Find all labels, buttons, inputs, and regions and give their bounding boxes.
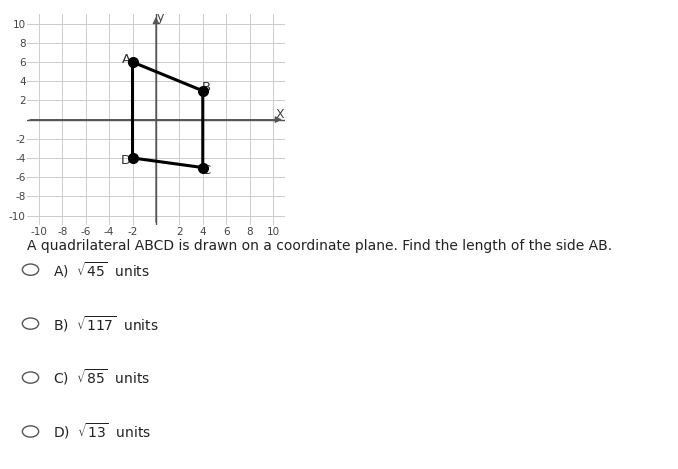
Text: C: C <box>201 164 211 177</box>
Text: A: A <box>122 53 132 66</box>
Text: D)  $\sqrt{13}$  units: D) $\sqrt{13}$ units <box>53 422 151 441</box>
Text: D: D <box>121 154 131 167</box>
Text: A quadrilateral ABCD is drawn on a coordinate plane. Find the length of the side: A quadrilateral ABCD is drawn on a coord… <box>27 239 612 253</box>
Text: A)  $\sqrt{45}$  units: A) $\sqrt{45}$ units <box>53 260 150 280</box>
Text: y: y <box>157 11 164 24</box>
Text: B: B <box>202 82 211 94</box>
Text: B)  $\sqrt{117}$  units: B) $\sqrt{117}$ units <box>53 314 159 333</box>
Text: X: X <box>276 108 284 121</box>
Text: C)  $\sqrt{85}$  units: C) $\sqrt{85}$ units <box>53 368 150 387</box>
